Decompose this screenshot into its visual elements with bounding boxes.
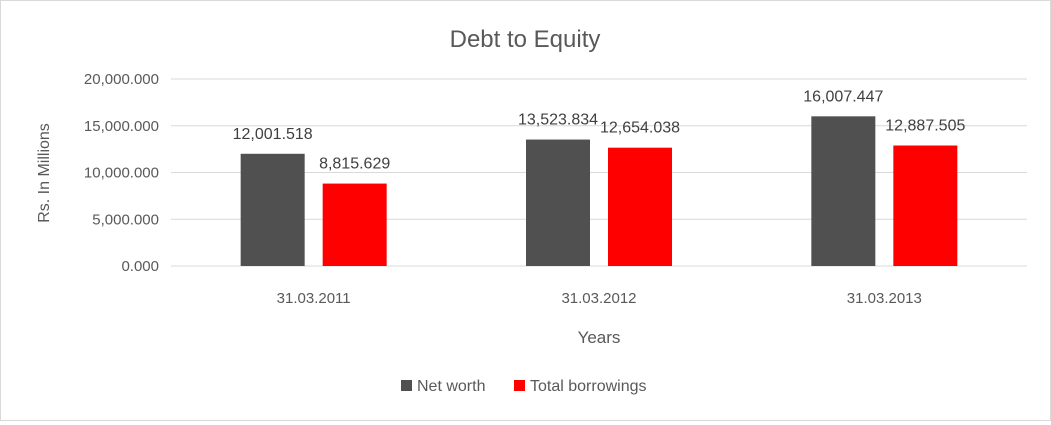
bars	[240, 116, 958, 266]
legend-label: Net worth	[417, 378, 485, 395]
x-axis-ticks: 31.03.2011 31.03.2012 31.03.2013	[277, 290, 922, 307]
x-tick-label: 31.03.2012	[561, 290, 636, 307]
x-axis-title: Years	[578, 328, 621, 347]
data-label: 8,815.629	[319, 156, 390, 173]
data-label: 12,654.038	[600, 120, 680, 137]
bar-net-worth	[240, 153, 305, 266]
y-tick-label: 0.000	[121, 258, 159, 275]
data-label: 12,887.505	[885, 118, 965, 135]
x-tick-label: 31.03.2011	[277, 290, 351, 307]
y-axis-title: Rs. In Millions	[36, 123, 53, 223]
y-axis-ticks: 0.000 5,000.000 10,000.000 15,000.000 20,000…	[84, 71, 159, 275]
y-tick-label: 5,000.000	[92, 211, 159, 228]
gridlines	[171, 78, 1027, 267]
bar-total-borrowings	[608, 147, 672, 266]
data-labels: 12,001.518 8,815.629 13,523.834 12,654.038 1…	[233, 88, 966, 172]
chart-title: Debt to Equity	[450, 26, 601, 53]
y-tick-label: 15,000.000	[84, 118, 159, 135]
legend-swatch	[514, 380, 525, 391]
legend: Net worth Total borrowings	[401, 378, 647, 395]
data-label: 13,523.834	[518, 112, 598, 129]
bar-net-worth	[526, 139, 590, 266]
bar-total-borrowings	[893, 145, 958, 266]
data-label: 16,007.447	[803, 88, 883, 105]
y-tick-label: 10,000.000	[84, 165, 159, 182]
x-tick-label: 31.03.2013	[847, 290, 922, 307]
data-label: 12,001.518	[233, 126, 313, 143]
legend-label: Total borrowings	[530, 378, 647, 395]
y-tick-label: 20,000.000	[84, 71, 159, 88]
legend-swatch	[401, 380, 412, 391]
bar-total-borrowings	[322, 183, 387, 266]
bar-net-worth	[811, 116, 876, 266]
